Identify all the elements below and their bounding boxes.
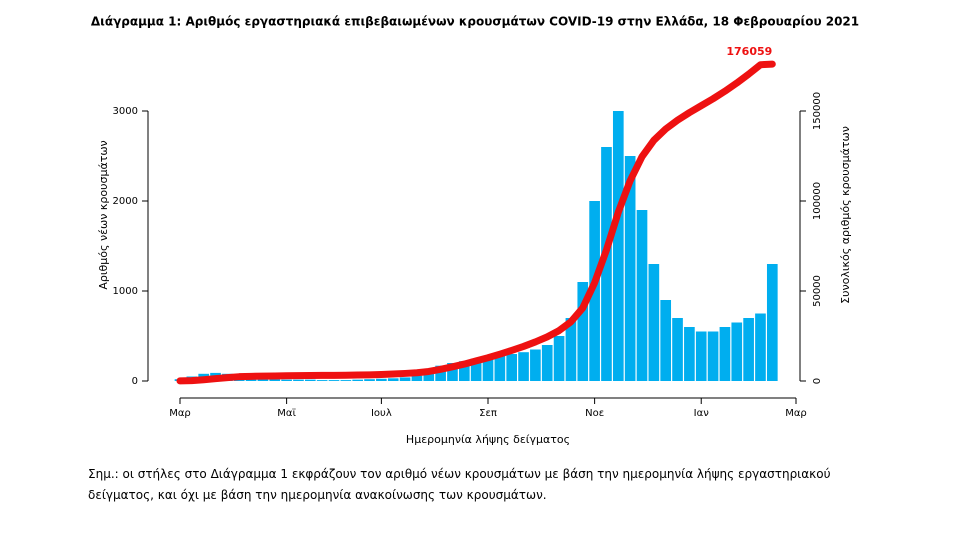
bar	[530, 349, 541, 381]
y2-tick-label: 0	[812, 378, 823, 384]
bar	[672, 318, 683, 381]
bar	[340, 380, 352, 381]
x-tick-label: Ιουλ	[371, 408, 392, 419]
bar	[707, 331, 719, 381]
bar	[328, 380, 340, 381]
y2-tick-label: 100000	[812, 182, 823, 220]
bar	[518, 352, 529, 381]
bar	[470, 358, 482, 381]
bar	[352, 379, 364, 381]
bar	[506, 354, 518, 381]
bar	[435, 365, 446, 381]
bar	[731, 322, 743, 381]
x-tick-label: Μαρ	[169, 408, 191, 419]
bar	[719, 327, 731, 381]
bar	[293, 379, 304, 381]
bar	[482, 358, 494, 381]
x-tick-label: Ιαν	[694, 408, 710, 419]
bar	[458, 361, 470, 381]
bar	[601, 147, 612, 381]
bar	[577, 282, 589, 381]
bar	[695, 331, 707, 381]
y-tick-label: 2000	[113, 196, 138, 207]
bar	[494, 355, 506, 381]
bar	[565, 318, 577, 381]
bar	[281, 379, 292, 381]
bar	[423, 372, 435, 381]
bar	[447, 363, 458, 381]
y-tick-label: 0	[132, 376, 138, 387]
y2-tick-label: 150000	[812, 92, 823, 130]
bar	[766, 264, 778, 381]
bar	[316, 380, 328, 381]
bar	[755, 313, 766, 381]
bar	[612, 111, 624, 381]
x-axis-label: Ημερομηνία λήψης δείγματος	[406, 433, 570, 446]
y2-axis-label: Συνολικός αριθμός κρουσμάτων	[839, 126, 852, 304]
bar	[364, 379, 375, 381]
bar	[553, 336, 565, 381]
bar	[269, 379, 281, 381]
bar	[660, 300, 672, 381]
bar	[684, 327, 695, 381]
y2-tick-label: 50000	[812, 275, 823, 307]
x-tick-label: Μαϊ	[277, 408, 296, 419]
bar	[399, 377, 411, 381]
bar	[541, 345, 553, 381]
bar	[304, 379, 316, 381]
bar	[636, 210, 648, 381]
annotation: 176059	[726, 45, 772, 58]
bar	[743, 318, 754, 381]
y-tick-label: 1000	[113, 286, 138, 297]
x-tick-label: Νοε	[585, 408, 604, 419]
bar	[589, 201, 600, 381]
chart: Διάγραμμα 1: Αριθμός εργαστηριακά επιβεβ…	[91, 15, 859, 447]
bar	[387, 378, 399, 381]
x-tick-label: Σεπ	[479, 408, 497, 419]
bar	[648, 264, 660, 381]
y-axis-label: Αριθμός νέων κρουσμάτων	[97, 140, 110, 289]
bar	[411, 375, 423, 381]
x-tick-label: Μαρ	[785, 408, 807, 419]
cumulative-line	[176, 60, 776, 385]
bar	[257, 378, 269, 381]
chart-title: Διάγραμμα 1: Αριθμός εργαστηριακά επιβεβ…	[91, 15, 859, 29]
bar	[624, 156, 636, 381]
bar	[376, 378, 387, 381]
y-tick-label: 3000	[113, 106, 138, 117]
footnote: Σημ.: οι στήλες στο Διάγραμμα 1 εκφράζου…	[88, 467, 831, 502]
